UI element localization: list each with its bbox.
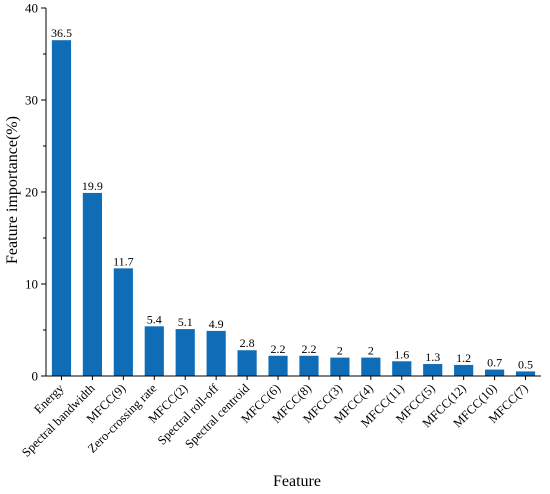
- y-tick-label: 40: [25, 1, 38, 16]
- data-label: 1.2: [456, 351, 471, 365]
- data-label: 1.6: [394, 347, 409, 361]
- bars: [51, 40, 536, 376]
- y-tick-label: 20: [25, 185, 38, 200]
- data-label: 11.7: [113, 254, 134, 268]
- y-axis-title: Feature importance(%): [4, 116, 21, 264]
- bar: [392, 361, 412, 376]
- data-label: 2.2: [271, 342, 286, 356]
- bar: [361, 357, 381, 376]
- bar: [237, 350, 257, 376]
- bar: [485, 369, 505, 376]
- data-label: 0.5: [518, 357, 533, 371]
- data-label: 36.5: [51, 26, 72, 40]
- bar: [299, 355, 319, 376]
- bar: [51, 40, 72, 376]
- y-tick-label: 0: [32, 369, 39, 384]
- data-labels: 36.5 19.9 11.7 5.4 5.1 4.9 2.8 2.2 2.2 2 2 1.6 1.3 1.…: [51, 26, 533, 371]
- bar: [144, 326, 164, 376]
- bar: [206, 330, 226, 376]
- bar: [268, 355, 288, 376]
- y-ticks: 0 10 20 30 40: [25, 1, 46, 384]
- bar: [175, 329, 195, 376]
- data-label: 1.3: [425, 350, 440, 364]
- bar: [423, 364, 443, 376]
- bar: [113, 268, 133, 376]
- bar: [454, 364, 474, 376]
- x-ticks: [60, 376, 527, 380]
- bar: [330, 357, 350, 376]
- data-label: 4.9: [209, 317, 224, 331]
- y-tick-label: 30: [25, 93, 38, 108]
- bar: [515, 371, 536, 376]
- data-label: 19.9: [82, 179, 103, 193]
- y-tick-label: 10: [25, 277, 38, 292]
- data-label: 2.2: [301, 342, 316, 356]
- data-label: 0.7: [487, 356, 502, 370]
- bar: [82, 192, 102, 376]
- x-axis-title: Feature: [273, 473, 321, 490]
- data-label: 2: [368, 344, 374, 358]
- data-label: 2: [337, 344, 343, 358]
- data-label: 5.1: [178, 315, 193, 329]
- data-label: 2.8: [240, 336, 255, 350]
- data-label: 5.4: [147, 312, 162, 326]
